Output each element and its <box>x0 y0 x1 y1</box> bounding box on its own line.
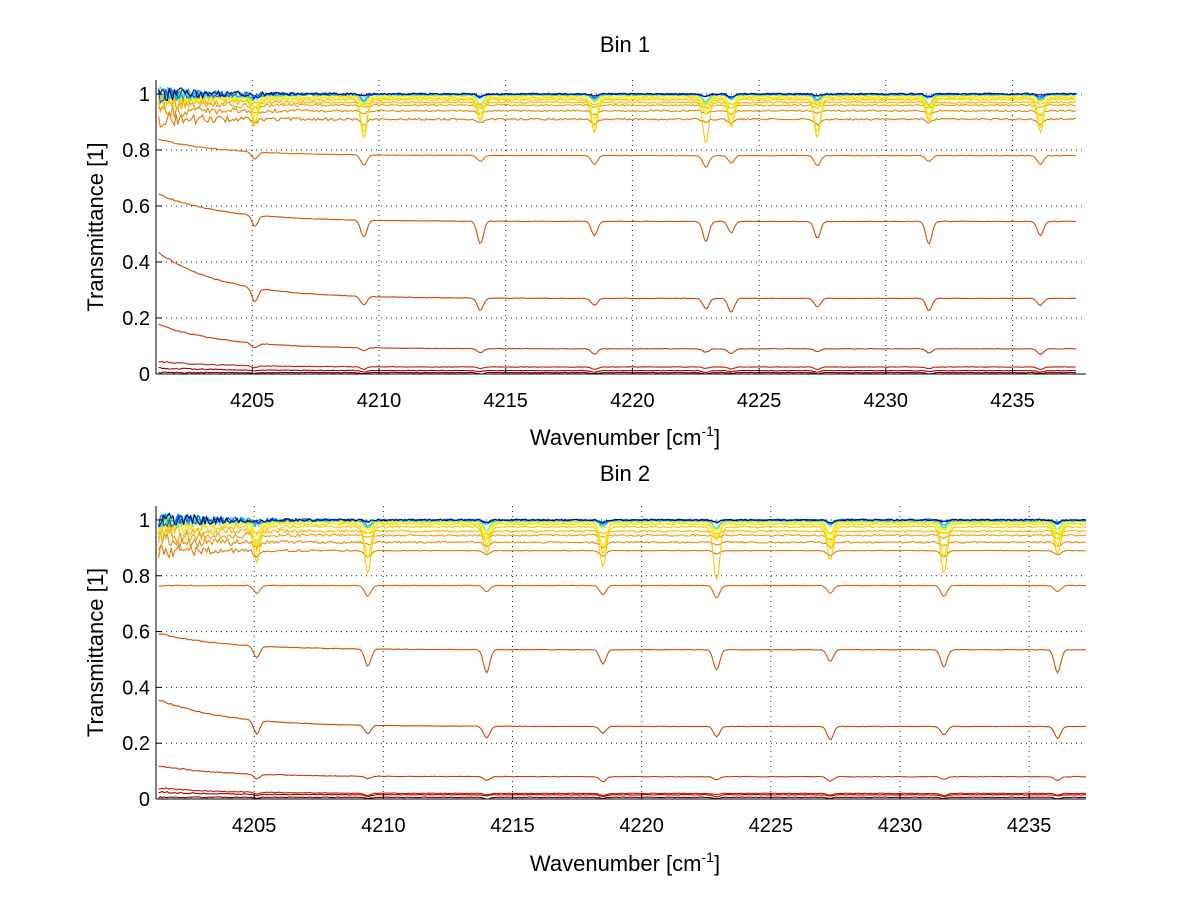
series-line-20 <box>158 87 1076 102</box>
series-line-13 <box>158 516 1086 560</box>
plot-area <box>156 80 1086 374</box>
series-line-7 <box>158 138 1076 168</box>
y-tick-label: 0.2 <box>122 733 150 755</box>
series-group <box>157 86 1077 374</box>
x-axis-label: Wavenumber [cm-1] <box>530 849 720 876</box>
series-line-3 <box>158 360 1076 370</box>
plot-panel-1: 4205 4210 4215 4220 4225 4230 4235 0 0.2 0.4 0.6 0.… <box>83 32 1086 450</box>
series-line-7 <box>158 584 1086 599</box>
x-tick-label: 4235 <box>1007 815 1052 837</box>
series-line-9 <box>158 534 1086 551</box>
series-line-3 <box>158 787 1086 797</box>
y-tick-label: 0.4 <box>122 677 150 699</box>
y-tick-label: 0.6 <box>122 622 150 644</box>
series-line-20 <box>158 512 1086 527</box>
x-tick-label: 4220 <box>610 390 655 412</box>
series-line-10 <box>158 528 1086 544</box>
x-tick-label: 4215 <box>483 390 528 412</box>
series-line-12 <box>158 518 1086 580</box>
series-line-5 <box>158 251 1077 313</box>
x-axis-label-base: Wavenumber [cm <box>530 851 702 876</box>
series-line-19 <box>158 513 1086 528</box>
series-line-5 <box>158 699 1086 741</box>
series-line-4 <box>158 323 1076 356</box>
series-line-1 <box>158 371 1077 374</box>
y-tick-label: 0 <box>139 364 150 386</box>
x-axis-label: Wavenumber [cm-1] <box>530 423 720 450</box>
x-tick-label: 4220 <box>619 815 664 837</box>
x-tick-label: 4205 <box>232 815 277 837</box>
chart-title: Bin 1 <box>600 32 650 57</box>
chart-title: Bin 2 <box>600 461 650 486</box>
y-tick-label: 0.6 <box>122 196 150 218</box>
x-tick-label: 4210 <box>357 390 402 412</box>
y-axis-label: Transmittance [1] <box>83 142 108 311</box>
plot-area <box>156 506 1086 799</box>
x-tick-label: 4230 <box>864 390 909 412</box>
y-axis-label: Transmittance [1] <box>83 568 108 737</box>
series-line-2 <box>158 366 1077 373</box>
x-tick-label: 4215 <box>490 815 535 837</box>
x-tick-label: 4230 <box>878 815 923 837</box>
series-line-1 <box>158 795 1086 799</box>
y-tick-label: 0.2 <box>122 308 150 330</box>
x-axis-label-base: Wavenumber [cm <box>530 425 702 450</box>
y-tick-label: 0 <box>139 789 150 811</box>
x-axis-label-close: ] <box>714 425 720 450</box>
x-tick-label: 4210 <box>361 815 406 837</box>
series-line-14 <box>157 88 1077 122</box>
x-axis-label-close: ] <box>714 851 720 876</box>
x-axis-label-unit-exponent: -1 <box>702 849 715 865</box>
series-line-8 <box>158 544 1086 560</box>
series-line-4 <box>158 765 1086 783</box>
y-tick-label: 0.4 <box>122 252 150 274</box>
y-tick-label: 1 <box>139 84 150 106</box>
series-line-6 <box>158 633 1086 674</box>
x-axis-label-unit-exponent: -1 <box>702 423 715 439</box>
series-group <box>158 511 1086 799</box>
x-tick-label: 4235 <box>990 390 1035 412</box>
series-line-11 <box>158 523 1086 539</box>
y-tick-label: 0.8 <box>122 140 150 162</box>
series-line-6 <box>158 193 1076 245</box>
series-line-2 <box>158 791 1086 798</box>
x-tick-label: 4225 <box>737 390 782 412</box>
y-tick-label: 0.8 <box>122 566 150 588</box>
x-tick-label: 4225 <box>749 815 794 837</box>
y-tick-label: 1 <box>139 510 150 532</box>
series-line-10 <box>157 96 1076 114</box>
x-tick-label: 4205 <box>230 390 275 412</box>
series-line-8 <box>157 110 1076 128</box>
plot-panel-2: 4205 4210 4215 4220 4225 4230 4235 0 0.2 0.4 0.6 0.… <box>83 461 1086 876</box>
series-line-9 <box>158 104 1077 118</box>
